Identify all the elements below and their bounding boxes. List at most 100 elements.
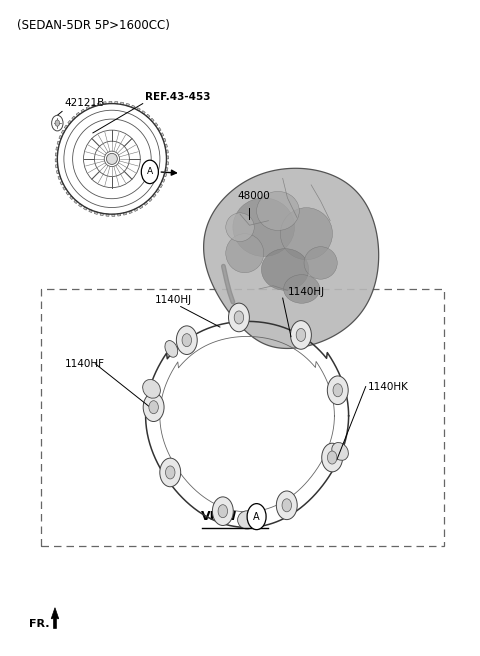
Polygon shape <box>204 169 379 348</box>
Polygon shape <box>157 127 161 131</box>
Polygon shape <box>112 214 115 216</box>
Polygon shape <box>55 153 58 156</box>
Ellipse shape <box>226 213 254 241</box>
Polygon shape <box>63 186 66 190</box>
Circle shape <box>218 504 228 518</box>
Bar <box>41 289 444 546</box>
Polygon shape <box>115 102 118 104</box>
Ellipse shape <box>143 380 160 398</box>
Polygon shape <box>156 189 159 193</box>
Polygon shape <box>95 211 98 215</box>
Circle shape <box>212 497 233 525</box>
Ellipse shape <box>165 340 178 358</box>
Circle shape <box>166 466 175 479</box>
Polygon shape <box>79 203 82 207</box>
Ellipse shape <box>261 249 309 290</box>
Ellipse shape <box>257 192 300 230</box>
Circle shape <box>290 321 312 349</box>
Polygon shape <box>86 106 90 110</box>
Circle shape <box>234 311 244 324</box>
Polygon shape <box>55 159 58 162</box>
Polygon shape <box>72 116 75 120</box>
Circle shape <box>296 329 306 341</box>
Polygon shape <box>132 105 135 108</box>
Polygon shape <box>60 181 63 185</box>
Polygon shape <box>76 112 80 116</box>
Polygon shape <box>137 108 140 111</box>
Circle shape <box>327 376 348 405</box>
Polygon shape <box>58 176 61 180</box>
Polygon shape <box>166 162 168 165</box>
Circle shape <box>141 160 158 184</box>
Text: 1140HJ: 1140HJ <box>155 295 192 305</box>
Polygon shape <box>159 184 162 188</box>
Text: VIEW: VIEW <box>201 510 238 523</box>
Polygon shape <box>120 102 124 105</box>
Polygon shape <box>146 114 150 118</box>
Text: REF.43-453: REF.43-453 <box>145 92 211 102</box>
Polygon shape <box>139 205 143 209</box>
Circle shape <box>228 303 250 332</box>
Text: FR.: FR. <box>29 619 49 629</box>
Polygon shape <box>166 150 168 153</box>
Polygon shape <box>56 171 59 174</box>
Circle shape <box>182 334 192 346</box>
Polygon shape <box>144 202 148 205</box>
Ellipse shape <box>233 198 295 256</box>
Text: A: A <box>147 167 153 176</box>
Polygon shape <box>134 208 138 211</box>
Polygon shape <box>153 194 156 197</box>
Circle shape <box>282 499 291 512</box>
Circle shape <box>176 326 197 354</box>
Polygon shape <box>162 178 165 182</box>
Circle shape <box>327 451 337 464</box>
Polygon shape <box>57 141 60 144</box>
Polygon shape <box>160 133 164 136</box>
Ellipse shape <box>332 443 348 461</box>
Polygon shape <box>64 125 68 129</box>
Polygon shape <box>66 192 70 195</box>
Polygon shape <box>165 167 168 171</box>
Polygon shape <box>154 123 158 127</box>
Circle shape <box>322 443 343 472</box>
Polygon shape <box>81 109 84 113</box>
Polygon shape <box>129 211 132 214</box>
Polygon shape <box>123 213 127 215</box>
Polygon shape <box>106 214 109 216</box>
Ellipse shape <box>238 511 257 529</box>
Polygon shape <box>163 138 166 142</box>
Ellipse shape <box>226 234 264 273</box>
Circle shape <box>52 115 63 131</box>
Polygon shape <box>100 213 103 216</box>
Polygon shape <box>68 121 72 124</box>
Circle shape <box>160 458 180 487</box>
Circle shape <box>55 120 60 126</box>
Polygon shape <box>151 118 154 122</box>
Circle shape <box>149 401 158 414</box>
Polygon shape <box>167 156 168 159</box>
Polygon shape <box>103 102 106 104</box>
Circle shape <box>276 491 297 520</box>
Polygon shape <box>51 607 59 628</box>
Polygon shape <box>126 104 130 106</box>
Text: 1140HF: 1140HF <box>64 359 105 369</box>
Polygon shape <box>61 130 65 134</box>
Polygon shape <box>164 173 167 176</box>
Polygon shape <box>118 213 121 216</box>
Circle shape <box>247 504 266 529</box>
Polygon shape <box>92 104 95 108</box>
Polygon shape <box>148 198 152 201</box>
Text: (SEDAN-5DR 5P>1600CC): (SEDAN-5DR 5P>1600CC) <box>17 19 170 32</box>
Polygon shape <box>56 165 58 168</box>
Ellipse shape <box>107 154 117 165</box>
Text: A: A <box>253 512 260 522</box>
Circle shape <box>333 384 343 397</box>
Polygon shape <box>74 200 78 203</box>
Polygon shape <box>56 147 59 150</box>
Ellipse shape <box>284 275 320 303</box>
Polygon shape <box>89 209 92 213</box>
Ellipse shape <box>280 208 333 260</box>
Text: 42121B: 42121B <box>64 98 105 108</box>
Polygon shape <box>142 111 145 114</box>
Polygon shape <box>70 196 73 199</box>
